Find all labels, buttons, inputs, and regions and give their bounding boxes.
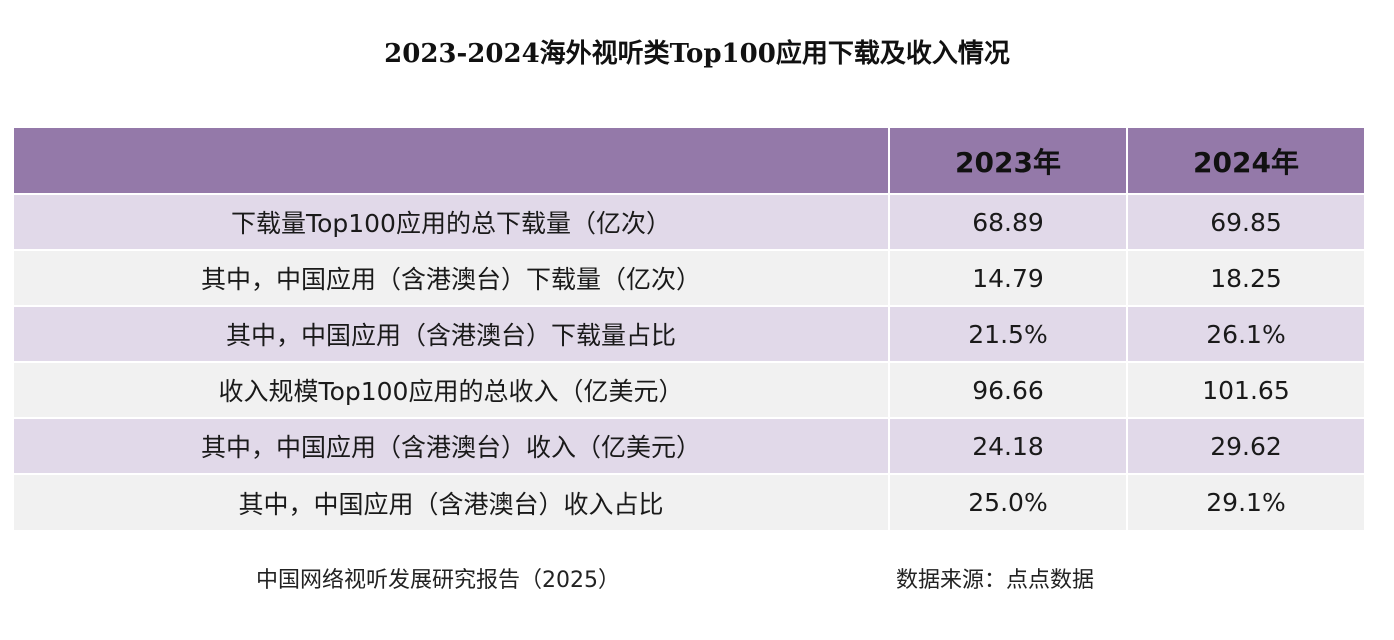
report-name: 中国网络视听发展研究报告（2025） — [256, 568, 620, 593]
table-row: 其中，中国应用（含港澳台）下载量占比 21.5% 26.1% — [14, 305, 1364, 362]
header-label-cell — [14, 128, 889, 194]
value-cell: 24.18 — [888, 417, 1127, 474]
row-label: 其中，中国应用（含港澳台）下载量（亿次） — [14, 249, 889, 306]
value-cell: 21.5% — [888, 305, 1127, 362]
value-cell: 96.66 — [888, 361, 1127, 418]
table-row: 收入规模Top100应用的总收入（亿美元） 96.66 101.65 — [14, 361, 1364, 418]
row-label: 其中，中国应用（含港澳台）下载量占比 — [14, 305, 889, 362]
row-label: 收入规模Top100应用的总收入（亿美元） — [14, 361, 889, 418]
table-row: 其中，中国应用（含港澳台）收入占比 25.0% 29.1% — [14, 473, 1364, 530]
row-label: 下载量Top100应用的总下载量（亿次） — [14, 193, 889, 250]
value-cell: 101.65 — [1126, 361, 1364, 418]
row-label: 其中，中国应用（含港澳台）收入（亿美元） — [14, 417, 889, 474]
chart-title: 2023-2024海外视听类Top100应用下载及收入情况 — [384, 39, 1010, 69]
table-row: 其中，中国应用（含港澳台）收入（亿美元） 24.18 29.62 — [14, 417, 1364, 474]
value-cell: 68.89 — [888, 193, 1127, 250]
value-cell: 25.0% — [888, 473, 1127, 530]
header-year-2023: 2023年 — [888, 128, 1127, 194]
value-cell: 14.79 — [888, 249, 1127, 306]
table-row: 下载量Top100应用的总下载量（亿次） 68.89 69.85 — [14, 193, 1364, 250]
table-header-row: 2023年 2024年 — [14, 128, 1364, 194]
data-table: 2023年 2024年 下载量Top100应用的总下载量（亿次） 68.89 6… — [14, 128, 1364, 530]
value-cell: 69.85 — [1126, 193, 1364, 250]
row-label: 其中，中国应用（含港澳台）收入占比 — [14, 473, 889, 530]
value-cell: 29.1% — [1126, 473, 1364, 530]
data-source: 数据来源：点点数据 — [896, 568, 1095, 593]
value-cell: 18.25 — [1126, 249, 1364, 306]
table-row: 其中，中国应用（含港澳台）下载量（亿次） 14.79 18.25 — [14, 249, 1364, 306]
header-year-2024: 2024年 — [1126, 128, 1364, 194]
value-cell: 26.1% — [1126, 305, 1364, 362]
value-cell: 29.62 — [1126, 417, 1364, 474]
